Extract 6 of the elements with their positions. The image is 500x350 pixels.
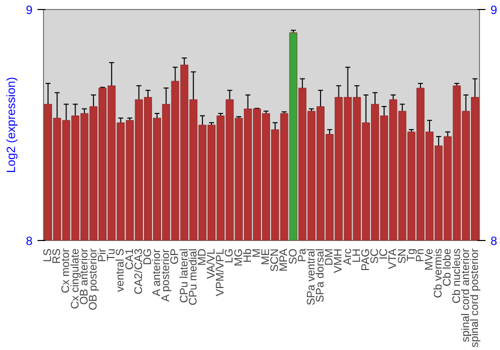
x-tick-label: RS (51, 248, 64, 264)
y2-tick-label: 9 (490, 3, 498, 17)
x-tick-label: DG (142, 248, 154, 265)
y2-tick-label: 8 (490, 234, 498, 248)
x-tick-label: CPu medial (187, 248, 200, 306)
y-axis-title: Log2 (expression) (4, 76, 18, 174)
